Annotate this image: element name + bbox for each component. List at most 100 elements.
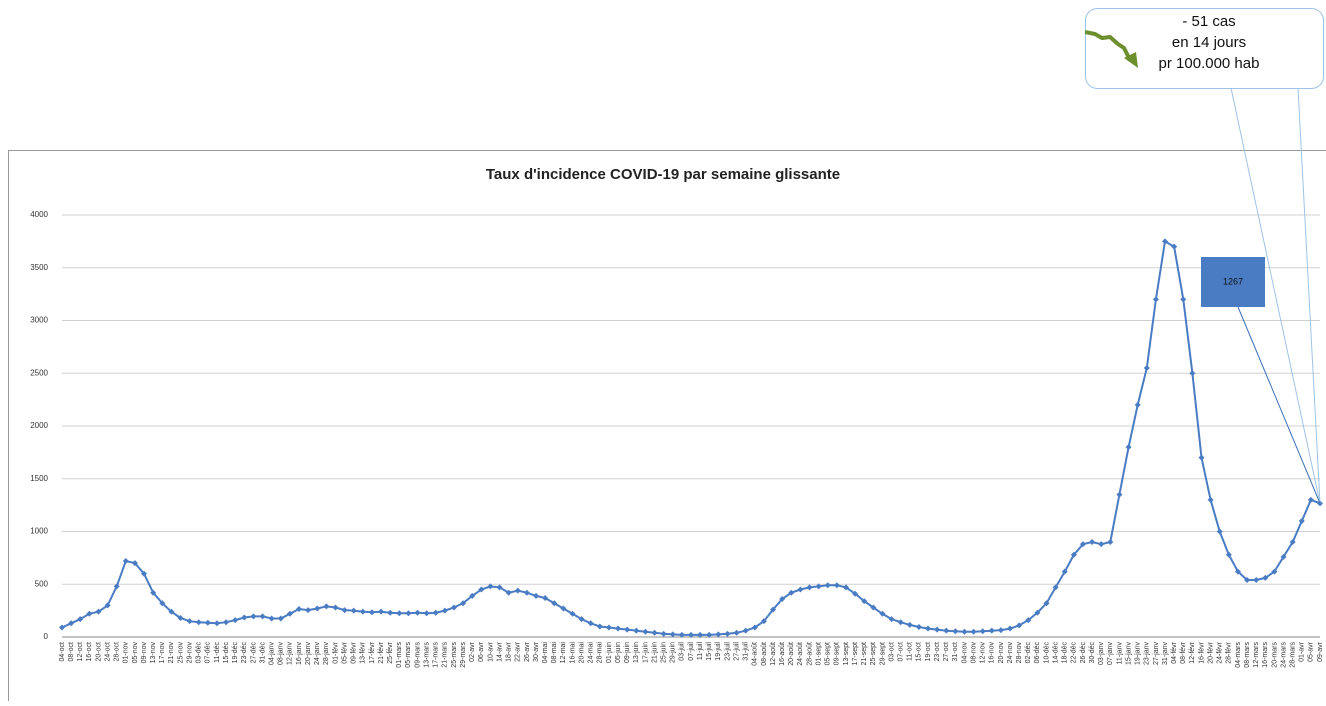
x-tick-label: 20-nov [998, 642, 1005, 664]
x-tick-label: 01-avr [1299, 641, 1306, 662]
x-tick-label: 20-mai [578, 642, 585, 664]
x-tick-label: 15-déc [223, 642, 230, 664]
x-tick-label: 09-juin [624, 642, 631, 663]
x-tick-label: 19-déc [232, 642, 239, 664]
x-tick-label: 25-nov [177, 642, 184, 664]
x-tick-label: 31-juil [743, 642, 750, 661]
callout-line: - 51 cas [1182, 13, 1235, 30]
x-tick-label: 02-déc [1025, 642, 1032, 664]
x-tick-label: 31-déc [259, 642, 266, 664]
y-tick-label: 4000 [30, 210, 48, 219]
x-tick-label: 17-sept [852, 642, 859, 665]
x-tick-label: 01-sept [815, 642, 822, 665]
x-tick-label: 04-août [752, 642, 759, 666]
x-tick-label: 12-mai [560, 642, 567, 664]
x-tick-label: 13-nov [150, 642, 157, 664]
x-tick-label: 02-avr [469, 641, 476, 662]
x-tick-label: 22-avr [515, 641, 522, 662]
x-tick-label: 04-mai [542, 642, 549, 664]
x-tick-label: 20-janv [305, 642, 312, 665]
x-tick-label: 12-mars [1253, 642, 1260, 668]
x-tick-label: 30-avr [533, 641, 540, 662]
x-tick-label: 03-janv [1098, 642, 1105, 665]
x-tick-label: 28-févr [1226, 641, 1233, 663]
y-tick-label: 500 [35, 579, 49, 588]
x-tick-label: 13-févr [360, 641, 367, 663]
x-tick-label: 23-déc [241, 642, 248, 664]
x-tick-label: 11-janv [1116, 642, 1123, 665]
x-tick-label: 31-janv [1162, 642, 1169, 665]
x-tick-label: 24-août [797, 642, 804, 666]
x-tick-label: 01-juin [606, 642, 613, 663]
value-box-label: 1267 [1223, 276, 1243, 286]
x-tick-label: 12-nov [980, 642, 987, 664]
x-tick-label: 27-oct [943, 642, 950, 662]
x-tick-label: 09-févr [351, 641, 358, 663]
x-tick-label: 12-févr [1189, 641, 1196, 663]
x-tick-label: 17-mars [433, 642, 440, 668]
x-tick-label: 03-juil [679, 642, 686, 661]
x-tick-label: 28-mars [1289, 642, 1296, 668]
x-tick-label: 23-oct [934, 642, 941, 662]
x-tick-label: 21-mars [442, 642, 449, 668]
x-tick-label: 13-juin [633, 642, 640, 663]
x-tick-label: 08-févr [1180, 641, 1187, 663]
y-tick-label: 2000 [30, 421, 48, 430]
x-tick-label: 08-août [761, 642, 768, 666]
x-tick-label: 08-nov [970, 642, 977, 664]
x-tick-label: 04-janv [269, 642, 276, 665]
x-tick-label: 11-déc [214, 642, 221, 663]
x-tick-label: 16-janv [296, 642, 303, 665]
x-tick-label: 25-févr [387, 641, 394, 663]
x-tick-label: 01-nov [123, 642, 130, 664]
x-tick-label: 29-juin [670, 642, 677, 663]
x-tick-label: 29-sept [879, 642, 886, 665]
x-tick-label: 28-oct [114, 642, 121, 662]
chart-title: Taux d'incidence COVID-19 par semaine gl… [486, 166, 840, 183]
x-tick-label: 07-janv [1107, 642, 1114, 665]
x-tick-label: 24-nov [1007, 642, 1014, 664]
x-tick-label: 24-mai [588, 642, 595, 664]
x-tick-label: 16-févr [1198, 641, 1205, 663]
x-tick-label: 27-juil [733, 642, 740, 661]
x-tick-label: 04-févr [1171, 641, 1178, 663]
x-tick-label: 04-oct [59, 642, 66, 662]
x-tick-label: 22-déc [1071, 642, 1078, 664]
x-tick-label: 15-janv [1125, 642, 1132, 665]
x-tick-label: 05-juin [615, 642, 622, 663]
x-tick-label: 13-mars [423, 642, 430, 668]
x-tick-label: 08-janv [278, 642, 285, 665]
x-tick-label: 20-févr [1207, 641, 1214, 663]
x-tick-label: 24-févr [1217, 641, 1224, 663]
callout-line: en 14 jours [1172, 34, 1246, 51]
x-tick-label: 05-févr [341, 641, 348, 663]
x-tick-label: 17-nov [159, 642, 166, 664]
x-tick-label: 03-déc [196, 642, 203, 664]
x-tick-label: 04-mars [1235, 642, 1242, 668]
x-tick-label: 08-mai [551, 642, 558, 664]
x-tick-label: 28-août [806, 642, 813, 666]
x-tick-label: 24-mars [1280, 642, 1287, 668]
x-tick-label: 13-sept [843, 642, 850, 665]
x-tick-label: 16-nov [989, 642, 996, 664]
x-tick-label: 09-mars [414, 642, 421, 668]
x-tick-label: 19-juil [715, 642, 722, 661]
x-tick-label: 04-nov [961, 642, 968, 664]
x-tick-label: 31-oct [952, 642, 959, 662]
x-tick-label: 19-janv [1135, 642, 1142, 665]
y-tick-label: 2500 [30, 368, 48, 377]
x-tick-label: 14-déc [1052, 642, 1059, 664]
x-tick-label: 07-oct [898, 642, 905, 662]
x-tick-label: 16-oct [86, 642, 93, 662]
x-tick-label: 28-nov [1016, 642, 1023, 664]
x-tick-label: 16-août [779, 642, 786, 666]
x-tick-label: 20-août [788, 642, 795, 666]
x-tick-label: 24-oct [104, 642, 111, 662]
x-tick-label: 05-nov [132, 642, 139, 664]
x-tick-label: 28-janv [323, 642, 330, 665]
x-tick-label: 29-nov [186, 642, 193, 664]
y-tick-label: 3500 [30, 263, 48, 272]
x-tick-label: 21-nov [168, 642, 175, 664]
x-tick-label: 03-oct [888, 642, 895, 662]
